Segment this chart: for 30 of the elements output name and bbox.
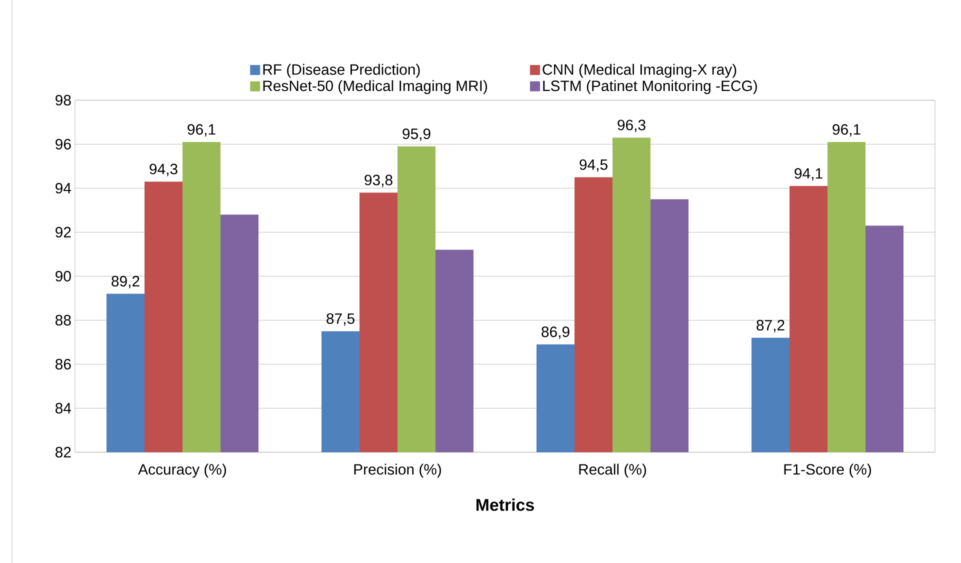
data-label: 95,9 — [402, 128, 430, 141]
y-tick-label: 86 — [56, 358, 71, 370]
x-tick-label: Recall (%) — [579, 464, 646, 478]
data-label: 87,5 — [326, 313, 354, 326]
data-label: 93,8 — [364, 174, 392, 187]
x-tick-label: Accuracy (%) — [138, 464, 226, 478]
data-label: 87,2 — [756, 320, 784, 332]
y-tick-label: 94 — [56, 182, 72, 194]
legend-label: LSTM (Patinet Monitoring -ECG) — [543, 80, 757, 94]
y-tick-label: 92 — [56, 226, 71, 238]
data-label: 94,3 — [150, 164, 178, 176]
y-tick-label: 96 — [56, 138, 71, 150]
y-tick-label: 90 — [56, 270, 71, 282]
legend-label: CNN (Medical Imaging-X ray) — [542, 64, 736, 78]
legend-label: RF (Disease Prediction) — [263, 64, 420, 78]
y-tick-label: 88 — [56, 314, 71, 326]
data-label: 94,1 — [794, 168, 822, 180]
y-tick-label: 84 — [56, 402, 72, 414]
data-label: 96,3 — [618, 120, 646, 132]
y-tick-label: 98 — [56, 94, 71, 106]
legend-label: ResNet-50 (Medical Imaging MRI) — [263, 80, 488, 94]
data-label: 96,1 — [832, 124, 860, 136]
x-axis-title: Metrics — [476, 498, 534, 511]
data-label: 86,9 — [542, 326, 570, 339]
data-label: 89,2 — [112, 276, 140, 288]
data-label: 94,5 — [580, 159, 608, 172]
x-tick-label: Precision (%) — [354, 464, 441, 478]
y-tick-label: 82 — [56, 446, 71, 458]
data-label: 96,1 — [188, 124, 216, 136]
x-tick-label: F1-Score (%) — [784, 464, 871, 478]
